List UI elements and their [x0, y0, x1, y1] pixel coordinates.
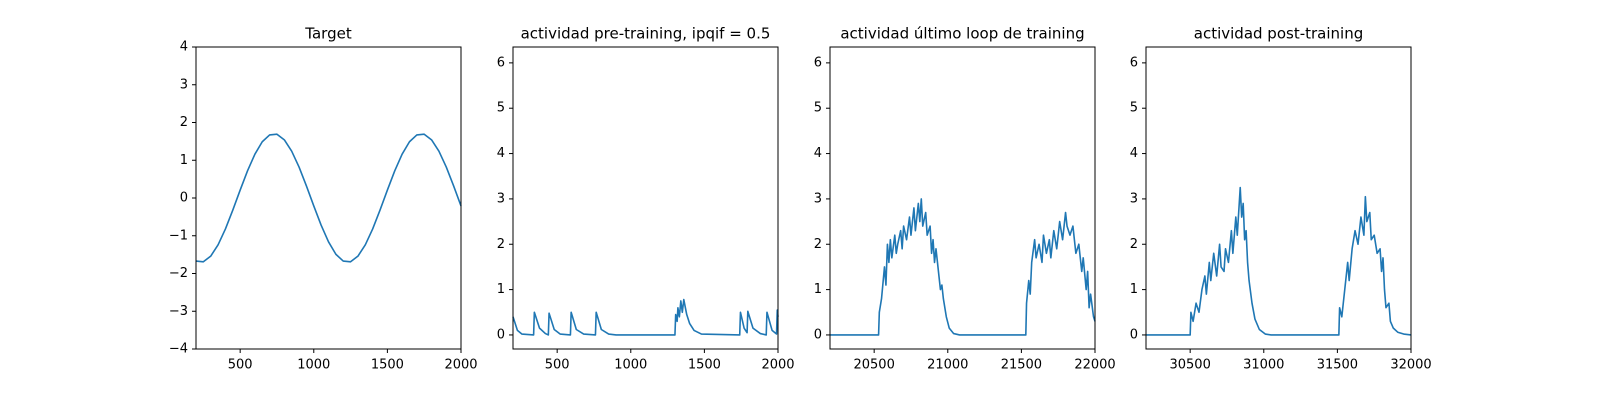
x-tick-label: 2000	[444, 358, 477, 373]
axes-frame	[1145, 46, 1412, 350]
axes-frame	[195, 46, 462, 350]
x-tick-label: 1000	[614, 358, 647, 373]
data-line	[1146, 186, 1412, 336]
y-tick-label: 6	[497, 55, 505, 70]
x-tick-label: 1000	[297, 358, 330, 373]
y-tick-label: 4	[180, 40, 188, 55]
y-tick-label: 0	[1130, 327, 1138, 342]
x-tick-label: 1500	[688, 358, 721, 373]
x-tick-label: 1500	[371, 358, 404, 373]
y-tick-label: −2	[169, 266, 188, 281]
y-tick-label: 1	[1130, 282, 1138, 297]
y-tick-label: 5	[814, 101, 822, 116]
y-tick-label: 1	[814, 282, 822, 297]
axes-frame	[829, 46, 1096, 350]
y-tick-label: 0	[180, 191, 188, 206]
x-tick-label: 500	[545, 358, 570, 373]
x-tick-label: 2000	[761, 358, 794, 373]
x-tick-label: 30500	[1169, 358, 1210, 373]
x-tick-label: 21500	[1001, 358, 1042, 373]
chart-title: actividad post-training	[1194, 25, 1363, 43]
y-tick-label: 3	[814, 191, 822, 206]
y-tick-label: 5	[1130, 101, 1138, 116]
chart-title: Target	[304, 25, 352, 43]
x-tick-label: 31000	[1243, 358, 1284, 373]
x-tick-label: 500	[228, 358, 253, 373]
y-tick-label: 2	[180, 115, 188, 130]
y-tick-label: 1	[180, 153, 188, 168]
y-tick-label: −1	[169, 228, 188, 243]
data-line	[830, 198, 1096, 336]
y-tick-label: 3	[497, 191, 505, 206]
y-tick-label: 6	[1130, 55, 1138, 70]
y-tick-label: 2	[814, 237, 822, 252]
y-tick-label: 4	[497, 146, 505, 161]
y-tick-label: 0	[814, 327, 822, 342]
y-tick-label: −4	[169, 342, 188, 357]
y-tick-label: 4	[814, 146, 822, 161]
y-tick-label: 3	[1130, 191, 1138, 206]
data-line	[195, 133, 462, 263]
chart-title: actividad último loop de training	[840, 25, 1084, 43]
x-tick-label: 21000	[927, 358, 968, 373]
x-tick-label: 31500	[1317, 358, 1358, 373]
y-tick-label: 1	[497, 282, 505, 297]
y-tick-label: 4	[1130, 146, 1138, 161]
y-tick-label: 3	[180, 77, 188, 92]
x-tick-label: 32000	[1390, 358, 1431, 373]
y-tick-label: 5	[497, 101, 505, 116]
axes-frame	[512, 46, 779, 350]
data-line	[512, 298, 779, 336]
y-tick-label: 0	[497, 327, 505, 342]
chart-title: actividad pre-training, ipqif = 0.5	[521, 25, 771, 43]
y-tick-label: 2	[1130, 237, 1138, 252]
x-tick-label: 20500	[853, 358, 894, 373]
y-tick-label: 2	[497, 237, 505, 252]
x-tick-label: 22000	[1074, 358, 1115, 373]
y-tick-label: 6	[814, 55, 822, 70]
y-tick-label: −3	[169, 304, 188, 319]
